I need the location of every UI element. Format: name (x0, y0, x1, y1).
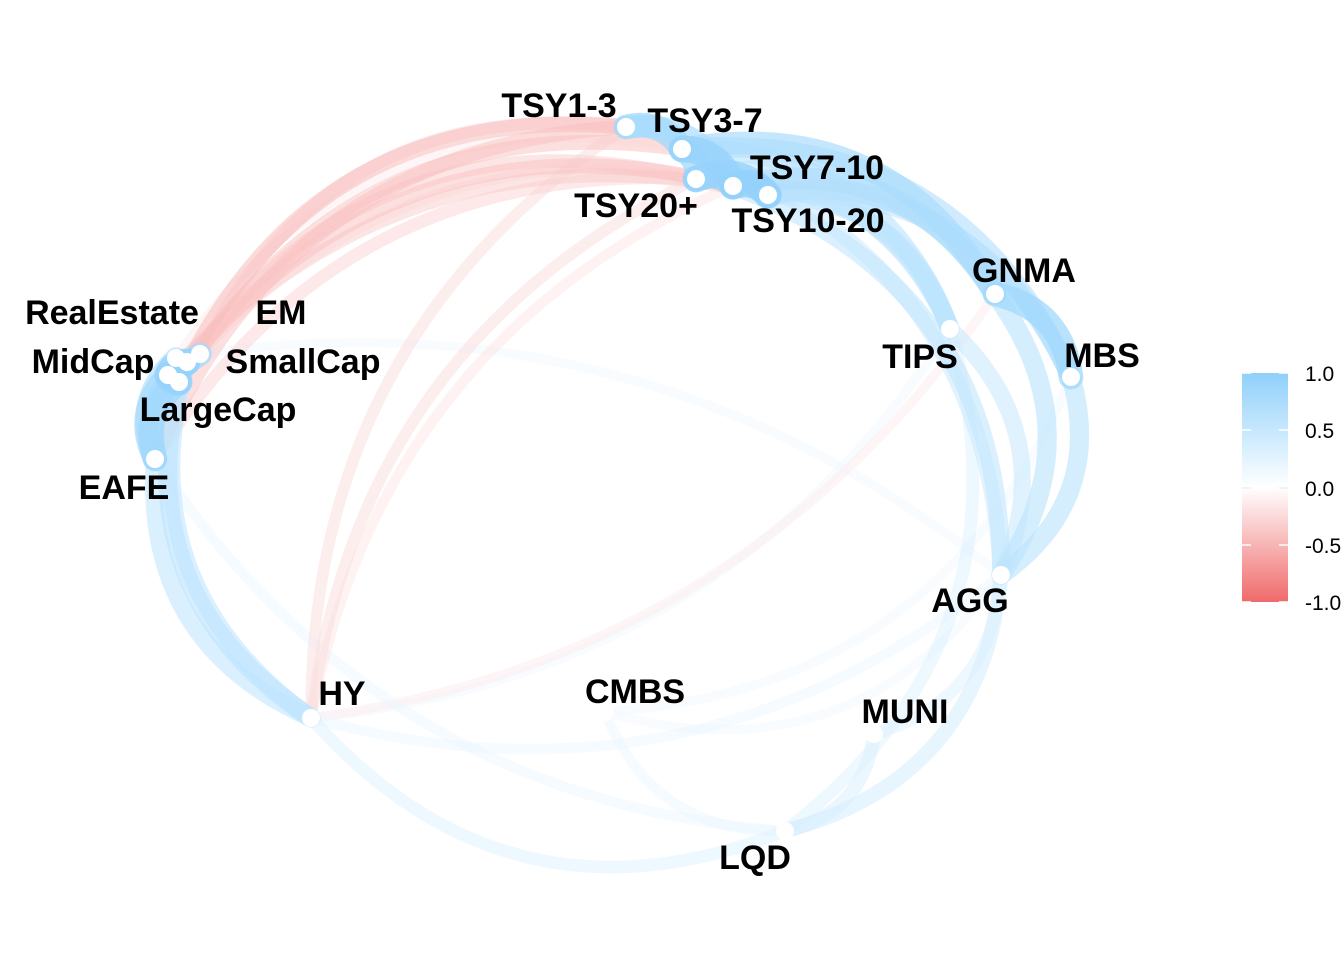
node-label-SmallCap: SmallCap (226, 343, 381, 381)
node-label-AGG: AGG (931, 582, 1008, 620)
node-HY (302, 709, 320, 727)
edge-TSY3-7-GNMA (670, 131, 1007, 306)
edge-TSY1-3-HY (305, 121, 632, 724)
node-label-TSY3-7: TSY3-7 (647, 102, 762, 140)
node-EAFE (146, 450, 164, 468)
node-MUNI (865, 725, 883, 743)
edge-CMBS-AGG (600, 570, 1006, 735)
legend-tick-label: 0.0 (1305, 478, 1334, 501)
node-label-RealEstate: RealEstate (25, 294, 199, 332)
node-TIPS (941, 320, 959, 338)
labels-layer: TSY1-3 TSY3-7 TSY7-10 TSY10-20 TSY20+ GNMA TIP… (25, 87, 1140, 877)
node-label-TSY20+: TSY20+ (574, 187, 698, 225)
node-GNMA (986, 285, 1004, 303)
color-legend: 1.0 0.5 0.0 -0.5 -1.0 (1242, 363, 1341, 615)
node-label-MUNI: MUNI (862, 693, 949, 731)
node-label-LQD: LQD (719, 839, 791, 877)
node-label-EAFE: EAFE (79, 469, 170, 507)
node-label-CMBS: CMBS (585, 673, 685, 711)
node-label-MBS: MBS (1064, 337, 1140, 375)
edge-CMBS-LQD (599, 706, 791, 837)
edge-TIPS-LQD (778, 322, 980, 838)
nodes-layer (146, 118, 1080, 840)
node-LQD (776, 822, 794, 840)
node-CMBS (596, 703, 614, 721)
legend-tick-label: -1.0 (1305, 592, 1341, 615)
node-label-EM: EM (256, 294, 307, 332)
node-label-GNMA: GNMA (972, 252, 1076, 290)
edge-TSY20+-HY (305, 173, 702, 724)
node-label-LargeCap: LargeCap (140, 391, 297, 429)
edge-MBS-CMBS (600, 372, 1076, 717)
edge-TSY7-10-HY (305, 180, 739, 724)
edge-TSY1-3-LargeCap (171, 116, 634, 390)
edge-EM-AGG (195, 337, 1006, 580)
edge-TSY7-10-AGG (723, 176, 1011, 585)
node-label-HY: HY (318, 675, 366, 713)
edge-GNMA-MBS (982, 281, 1084, 390)
node-label-MidCap: MidCap (32, 343, 155, 381)
node-label-TSY1-3: TSY1-3 (501, 87, 616, 125)
node-TSY20+ (687, 170, 705, 188)
node-label-TSY7-10: TSY7-10 (750, 149, 884, 187)
legend-tick-label: 0.5 (1305, 420, 1334, 443)
edge-TSY1-3-EAFE (147, 119, 634, 467)
edge-LQD-HY (304, 711, 792, 874)
node-TSY1-3 (617, 118, 635, 136)
edge-MBS-AGG (991, 367, 1090, 585)
edge-LargeCap-HY (158, 372, 321, 728)
edge-TIPS-HY (306, 324, 955, 723)
node-RealEstate (167, 349, 185, 367)
edge-AGG-LQD (777, 567, 1009, 839)
edges-layer (134, 112, 1090, 874)
edge-GNMA-HY (306, 289, 1000, 723)
legend-tick-label: -0.5 (1305, 535, 1341, 558)
node-TSY3-7 (673, 140, 691, 158)
node-label-TSY10-20: TSY10-20 (731, 202, 884, 240)
node-EM (191, 345, 209, 363)
legend-tick-label: 1.0 (1305, 363, 1334, 386)
edge-GNMA-AGG (985, 284, 1057, 585)
legend-ticks (1242, 372, 1288, 603)
edge-EAFE-LQD (149, 453, 791, 837)
edge-HY-AGG (305, 569, 1007, 755)
node-MidCap (159, 366, 177, 384)
node-label-TIPS: TIPS (882, 338, 958, 376)
node-TSY7-10 (724, 177, 742, 195)
node-MBS (1062, 368, 1080, 386)
node-AGG (992, 566, 1010, 584)
node-TSY10-20 (759, 186, 777, 204)
